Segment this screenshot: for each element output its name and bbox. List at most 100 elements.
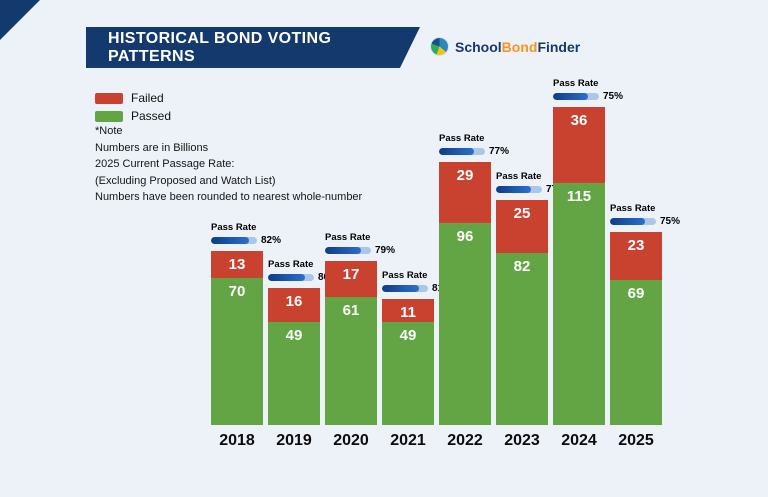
bar-segment-passed: 70 [211,278,263,425]
pass-rate-label: Pass Rate [211,222,257,233]
pass-rate-value: 75% [603,91,624,102]
year-label: 2025 [618,432,654,449]
logo-text: SchoolBondFinder [455,39,580,55]
schoolbondfinder-logo-icon [430,37,449,56]
bar-segment-passed: 82 [496,253,548,425]
pass-rate-fill [496,186,532,193]
pass-rate-label: Pass Rate [610,203,656,214]
note-line: *Note [95,125,123,137]
year-label: 2021 [390,432,426,449]
bar-segments: 16 49 [268,288,320,425]
logo-text-bond: Bond [501,38,538,55]
legend-item-failed: Failed [95,91,171,105]
pass-rate-label: Pass Rate [553,78,599,89]
pass-rate-bar [496,186,542,193]
pass-rate-value: 75% [660,216,681,227]
note-line: (Excluding Proposed and Watch List) [95,174,276,187]
bar-segments: 36 115 [553,107,605,425]
pass-rate-label: Pass Rate [268,259,314,270]
pass-rate-label: Pass Rate [325,232,371,243]
bar-segments: 29 96 [439,162,491,425]
pass-rate-label: Pass Rate [496,171,542,182]
bar-segments: 11 49 [382,299,434,425]
pass-rate-fill [268,274,305,281]
pass-rate-block: Pass Rate 75% [553,78,649,102]
bar-segments: 25 82 [496,200,548,425]
pass-rate-label: Pass Rate [439,133,485,144]
pass-rate-label: Pass Rate [382,270,428,281]
year-label: 2020 [333,432,369,449]
pass-rate-bar [553,93,599,100]
bar-segment-failed: 29 [439,162,491,223]
pass-rate-value: 77% [489,146,510,157]
title-banner: HISTORICAL BOND VOTING PATTERNS [86,27,420,68]
pass-rate-block: Pass Rate 79% [325,232,421,256]
bar-segment-failed: 23 [610,232,662,280]
year-label: 2018 [219,432,255,449]
bar-segments: 13 70 [211,251,263,425]
pass-rate-fill [610,218,645,225]
pass-rate-value: 79% [375,245,396,256]
pass-rate-bar [439,148,485,155]
bar-column: Pass Rate 75% 36 115 2024 [553,78,623,449]
year-label: 2024 [561,432,597,449]
year-label: 2023 [504,432,540,449]
note-line: Numbers are in Billions [95,141,209,154]
bar-segment-failed: 25 [496,200,548,253]
bar-segment-failed: 16 [268,288,320,322]
year-label: 2019 [276,432,312,449]
pass-rate-bar-row: 79% [325,245,421,256]
bar-segment-failed: 11 [382,299,434,322]
pass-rate-fill [211,237,249,244]
pass-rate-bar [325,247,371,254]
bar-segment-failed: 17 [325,261,377,297]
pass-rate-bar-row: 75% [553,91,649,102]
bar-segment-passed: 49 [268,322,320,425]
pass-rate-fill [553,93,588,100]
pass-rate-block: Pass Rate 75% [610,203,706,227]
corner-accent [0,0,40,40]
bar-column: Pass Rate 82% 13 70 2018 [211,222,281,449]
bar-segments: 23 69 [610,232,662,425]
logo-text-finder: Finder [537,38,581,55]
bar-segment-passed: 96 [439,223,491,425]
bar-column: Pass Rate 79% 17 61 2020 [325,232,395,449]
bar-segment-passed: 115 [553,183,605,425]
legend-label-failed: Failed [131,91,164,105]
pass-rate-bar [211,237,257,244]
page-title: HISTORICAL BOND VOTING PATTERNS [108,29,332,65]
bar-segment-passed: 49 [382,322,434,425]
pass-rate-block: Pass Rate 77% [439,133,535,157]
pass-rate-bar-row: 82% [211,235,307,246]
pass-rate-fill [382,285,420,292]
legend: Failed Passed [95,91,171,127]
bar-segment-failed: 36 [553,107,605,183]
year-label: 2022 [447,432,483,449]
pass-rate-bar [268,274,314,281]
legend-label-passed: Passed [131,109,172,123]
bar-segment-passed: 69 [610,280,662,425]
pass-rate-bar-row: 77% [439,146,535,157]
pass-rate-bar [610,218,656,225]
bar-segments: 17 61 [325,261,377,425]
chart-notes: *Note Numbers are in Billions 2025 Curre… [95,123,362,206]
note-line: Numbers have been rounded to nearest who… [95,191,363,203]
bar-segment-failed: 13 [211,251,263,278]
pass-rate-fill [439,148,475,155]
legend-item-passed: Passed [95,109,171,123]
bar-column: Pass Rate 77% 29 96 2022 [439,133,509,449]
bar-column: Pass Rate 75% 23 69 2025 [610,203,680,449]
schoolbondfinder-logo: SchoolBondFinder [430,37,580,56]
pass-rate-bar [382,285,428,292]
pass-rate-value: 82% [261,235,282,246]
note-line: 2025 Current Passage Rate: [95,158,235,170]
pass-rate-fill [325,247,362,254]
failed-color-swatch [95,92,123,104]
pass-rate-block: Pass Rate 82% [211,222,307,246]
passed-color-swatch [95,110,123,122]
